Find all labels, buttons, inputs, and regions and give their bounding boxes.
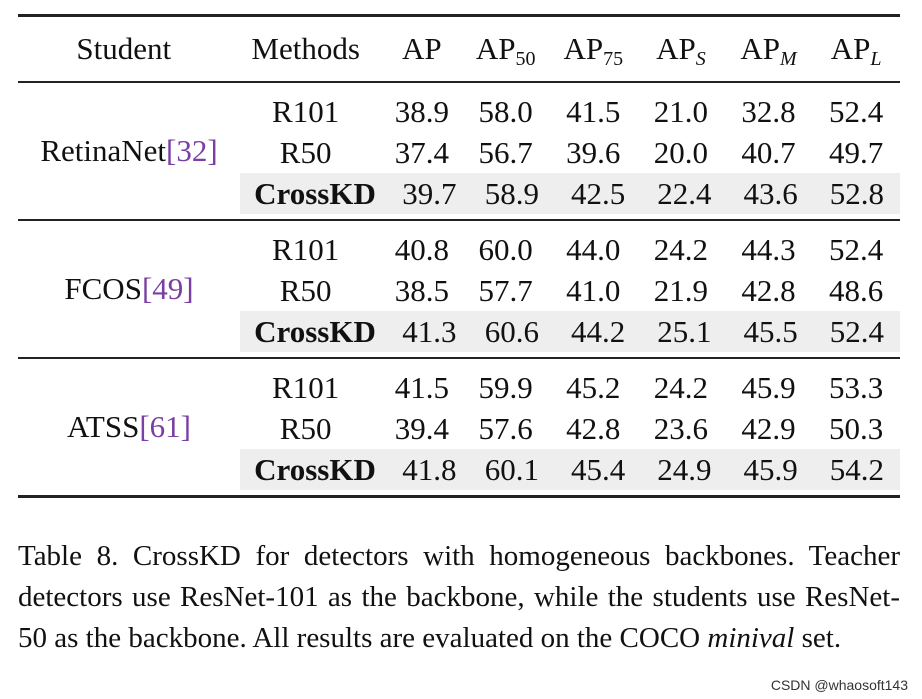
table-bottom-rule [18, 495, 900, 498]
apl-cell: 54.2 [829, 452, 884, 487]
apm-cell: 45.9 [743, 452, 798, 487]
ap-cell: 41.8 [402, 452, 457, 487]
method-cell: R50 [279, 411, 332, 446]
apl-cell: 52.4 [829, 94, 884, 129]
aps-cell: 20.0 [653, 135, 709, 170]
method-cell: CrossKD [254, 452, 376, 487]
apl-cell: 52.4 [829, 314, 884, 349]
apl-cell: 49.7 [829, 135, 884, 170]
ap75-cell: 44.0 [566, 232, 621, 267]
header-aps: APS [656, 31, 706, 70]
apm-cell: 45.5 [743, 314, 798, 349]
ap50-cell: 58.9 [484, 176, 539, 211]
ap50-cell: 57.7 [478, 273, 533, 308]
method-cell: R50 [279, 273, 332, 308]
ap-cell: 39.4 [394, 411, 449, 446]
table-row-highlighted: CrossKD 41.3 60.6 44.2 25.1 45.5 52.4 [240, 311, 900, 352]
ap-cell: 41.3 [402, 314, 457, 349]
method-cell: R101 [272, 94, 340, 129]
aps-cell: 21.9 [653, 273, 709, 308]
aps-cell: 24.2 [653, 232, 709, 267]
ap-cell: 37.4 [394, 135, 449, 170]
ap75-cell: 45.2 [566, 370, 621, 405]
header-apm: APM [740, 31, 797, 70]
ap50-cell: 60.0 [478, 232, 533, 267]
aps-cell: 22.4 [657, 176, 712, 211]
apm-cell: 44.3 [741, 232, 796, 267]
ap50-cell: 58.0 [478, 94, 533, 129]
method-cell: R101 [272, 370, 340, 405]
apm-cell: 40.7 [741, 135, 796, 170]
table-row: R50 38.5 57.7 41.0 21.9 42.8 48.6 [18, 270, 900, 311]
table-top-rule [18, 14, 900, 17]
method-cell: R101 [272, 232, 340, 267]
apl-cell: 48.6 [829, 273, 884, 308]
method-cell: CrossKD [254, 314, 376, 349]
method-cell: R50 [279, 135, 332, 170]
ap-cell: 41.5 [394, 370, 449, 405]
apm-cell: 42.8 [741, 273, 796, 308]
group-atss: ATSS [61] R101 41.5 59.9 45.2 24.2 45.9 … [18, 359, 900, 495]
apl-cell: 52.4 [829, 232, 884, 267]
watermark: CSDN @whaosoft143 [770, 677, 908, 693]
apl-cell: 50.3 [829, 411, 884, 446]
ap75-cell: 42.8 [566, 411, 621, 446]
aps-cell: 25.1 [657, 314, 712, 349]
ap50-cell: 60.6 [484, 314, 539, 349]
aps-cell: 24.9 [657, 452, 712, 487]
table-caption: Table 8. CrossKD for detectors with homo… [18, 540, 900, 654]
table-row-highlighted: CrossKD 41.8 60.1 45.4 24.9 45.9 54.2 [240, 449, 900, 490]
aps-cell: 21.0 [653, 94, 709, 129]
header-ap: AP [402, 31, 442, 66]
student-name: ATSS [61] [66, 409, 192, 444]
ap50-cell: 59.9 [478, 370, 533, 405]
ap-cell: 39.7 [402, 176, 457, 211]
ap-cell: 38.9 [394, 94, 449, 129]
student-name: RetinaNet [32] [40, 133, 218, 168]
ap75-cell: 45.4 [571, 452, 626, 487]
ap50-cell: 56.7 [478, 135, 533, 170]
ap75-cell: 42.5 [571, 176, 626, 211]
table-row: R101 40.8 60.0 44.0 24.2 44.3 52.4 [18, 229, 900, 270]
method-cell: CrossKD [254, 176, 376, 211]
ap50-cell: 60.1 [484, 452, 539, 487]
apm-cell: 32.8 [741, 94, 796, 129]
apl-cell: 53.3 [829, 370, 884, 405]
citation-link[interactable]: [49] [141, 271, 194, 306]
apm-cell: 43.6 [743, 176, 798, 211]
apm-cell: 45.9 [741, 370, 796, 405]
ap75-cell: 44.2 [571, 314, 626, 349]
table-row: R50 39.4 57.6 42.8 23.6 42.9 50.3 [18, 408, 900, 449]
ap75-cell: 41.5 [566, 94, 621, 129]
group-fcos: FCOS [49] R101 40.8 60.0 44.0 24.2 44.3 … [18, 221, 900, 357]
header-ap75: AP75 [563, 31, 624, 70]
group-retinanet: RetinaNet [32] R101 38.9 58.0 41.5 21.0 … [18, 83, 900, 219]
header-ap50: AP50 [475, 31, 536, 70]
table-row: R101 41.5 59.9 45.2 24.2 45.9 53.3 [18, 367, 900, 408]
ap50-cell: 57.6 [478, 411, 533, 446]
table-row: R50 37.4 56.7 39.6 20.0 40.7 49.7 [18, 132, 900, 173]
apm-cell: 42.9 [741, 411, 796, 446]
group-divider [18, 357, 900, 359]
header-student: Student [76, 31, 172, 66]
aps-cell: 24.2 [653, 370, 709, 405]
citation-link[interactable]: [61] [139, 409, 192, 444]
ap75-cell: 39.6 [566, 135, 621, 170]
apl-cell: 52.8 [829, 176, 884, 211]
group-divider [18, 219, 900, 221]
ap75-cell: 41.0 [566, 273, 621, 308]
table-header-row: Student Methods AP AP50 AP75 APS APM APL [18, 17, 900, 81]
table-row: R101 38.9 58.0 41.5 21.0 32.8 52.4 [18, 91, 900, 132]
ap-cell: 38.5 [394, 273, 449, 308]
student-name: FCOS [49] [64, 271, 194, 306]
ap-cell: 40.8 [394, 232, 449, 267]
header-methods: Methods [251, 31, 360, 66]
header-rule [18, 81, 900, 83]
table-row-highlighted: CrossKD 39.7 58.9 42.5 22.4 43.6 52.8 [240, 173, 900, 214]
citation-link[interactable]: [32] [166, 133, 218, 168]
results-table: Student Methods AP AP50 AP75 APS APM APL… [18, 14, 900, 498]
aps-cell: 23.6 [653, 411, 709, 446]
header-apl: APL [830, 31, 882, 70]
